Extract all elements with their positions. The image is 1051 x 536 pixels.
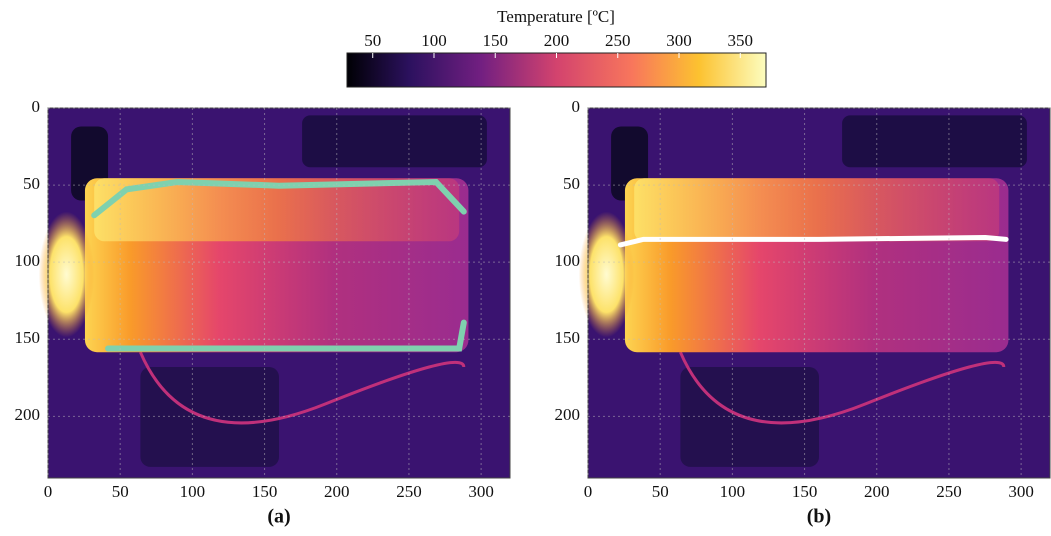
x-tick-label: 50 xyxy=(652,482,669,501)
x-tick-label: 150 xyxy=(252,482,278,501)
x-tick-label: 0 xyxy=(44,482,53,501)
dark-patch xyxy=(140,367,279,467)
panel-label: (b) xyxy=(807,506,831,528)
dark-patch xyxy=(680,367,819,467)
hot-top xyxy=(634,178,1000,242)
y-tick-label: 50 xyxy=(563,174,580,193)
colorbar-tick-label: 300 xyxy=(666,31,692,50)
x-tick-label: 200 xyxy=(864,482,890,501)
hot-spot xyxy=(38,211,95,338)
panel-label: (a) xyxy=(267,506,290,528)
dark-patch xyxy=(302,115,487,168)
y-tick-label: 50 xyxy=(23,174,40,193)
x-tick-label: 100 xyxy=(180,482,206,501)
x-tick-label: 250 xyxy=(936,482,962,501)
colorbar-tick-label: 150 xyxy=(482,31,508,50)
edge-outline xyxy=(91,178,467,352)
y-tick-label: 150 xyxy=(15,328,41,347)
x-tick-label: 100 xyxy=(720,482,746,501)
colorbar-tick-label: 250 xyxy=(605,31,631,50)
hot-top xyxy=(94,178,460,242)
x-tick-label: 300 xyxy=(1008,482,1034,501)
cable xyxy=(139,351,466,425)
y-tick-label: 200 xyxy=(555,405,581,424)
y-tick-label: 100 xyxy=(555,251,581,270)
x-tick-label: 300 xyxy=(468,482,494,501)
y-tick-label: 150 xyxy=(555,328,581,347)
colorbar-label: Temperature [ºC] xyxy=(497,7,615,26)
cable xyxy=(679,351,1006,425)
dark-patch xyxy=(842,115,1027,168)
hot-spot xyxy=(578,211,635,338)
x-tick-label: 150 xyxy=(792,482,818,501)
edge-line xyxy=(617,234,1009,248)
y-tick-label: 200 xyxy=(15,405,41,424)
colorbar xyxy=(346,52,767,88)
colorbar-tick-label: 200 xyxy=(544,31,570,50)
y-tick-label: 0 xyxy=(572,97,581,116)
y-tick-label: 0 xyxy=(32,97,41,116)
x-tick-label: 250 xyxy=(396,482,422,501)
colorbar-tick-label: 350 xyxy=(728,31,754,50)
x-tick-label: 0 xyxy=(584,482,593,501)
colorbar-tick-label: 100 xyxy=(421,31,447,50)
y-tick-label: 100 xyxy=(15,251,41,270)
x-tick-label: 200 xyxy=(324,482,350,501)
x-tick-label: 50 xyxy=(112,482,129,501)
colorbar-tick-label: 50 xyxy=(364,31,381,50)
